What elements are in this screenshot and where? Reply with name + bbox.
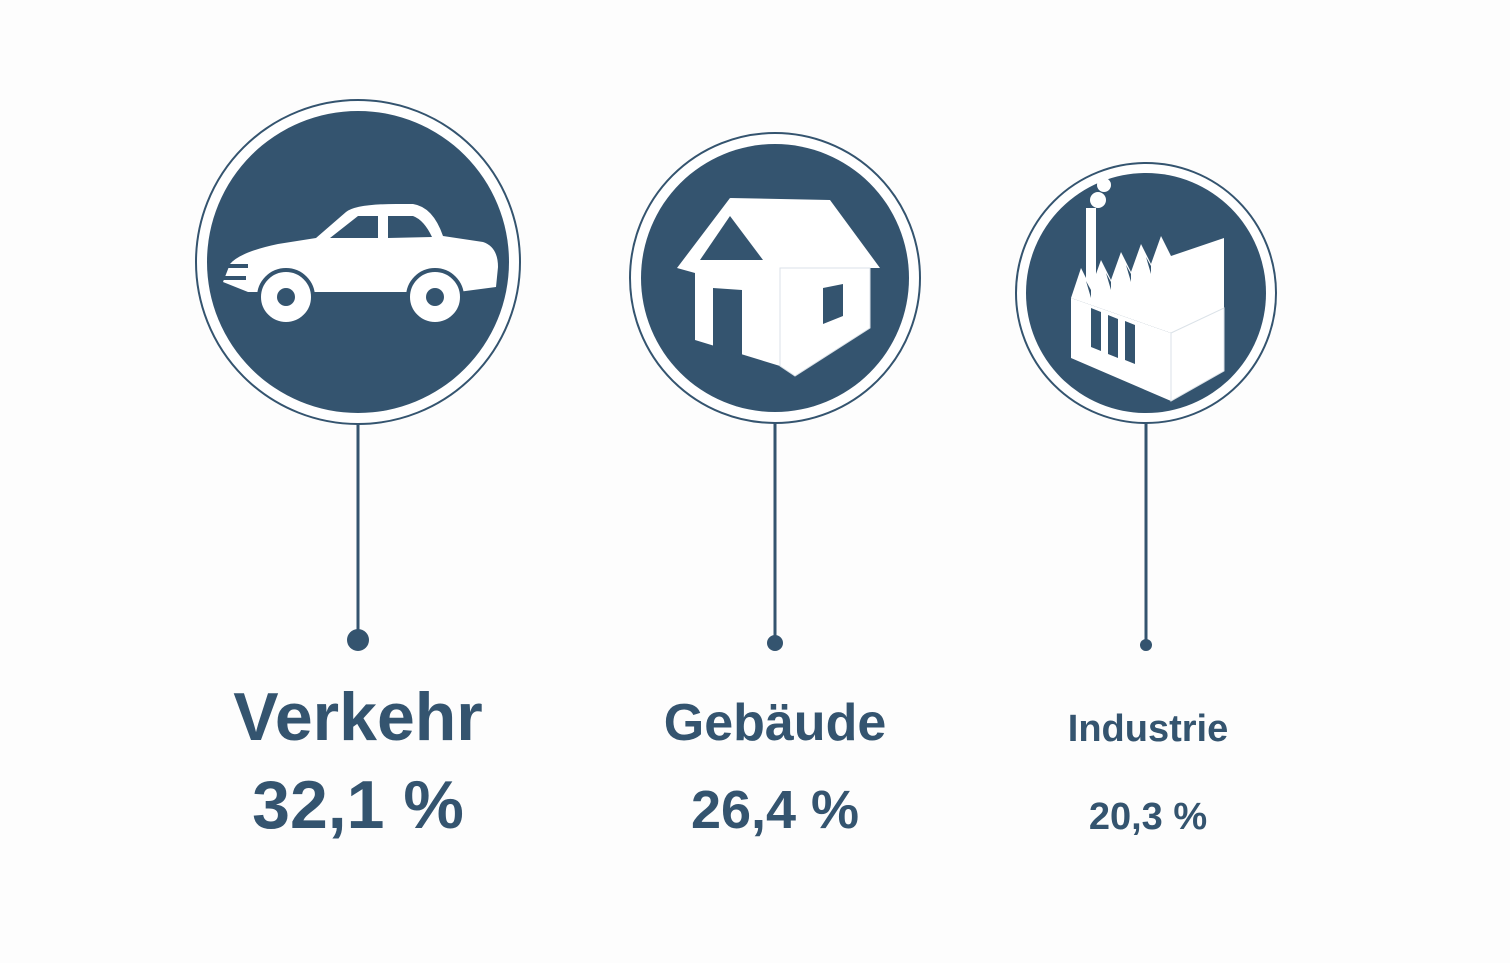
item-label: Gebäude — [664, 694, 887, 752]
stem-dot — [767, 635, 783, 651]
item-label: Verkehr — [233, 679, 483, 755]
item-value: 20,3 % — [1089, 796, 1207, 838]
car-icon — [220, 204, 498, 326]
stem-dot — [347, 629, 369, 651]
item-traffic: Verkehr 32,1 % — [195, 99, 521, 843]
item-label: Industrie — [1068, 708, 1228, 750]
item-buildings: Gebäude 26,4 % — [629, 132, 921, 840]
item-industry: Industrie 20,3 % — [1015, 162, 1277, 838]
item-value: 26,4 % — [691, 780, 859, 840]
item-value: 32,1 % — [252, 767, 464, 843]
stem-dot — [1140, 639, 1152, 651]
house-icon — [677, 198, 880, 377]
factory-icon — [1071, 178, 1225, 402]
